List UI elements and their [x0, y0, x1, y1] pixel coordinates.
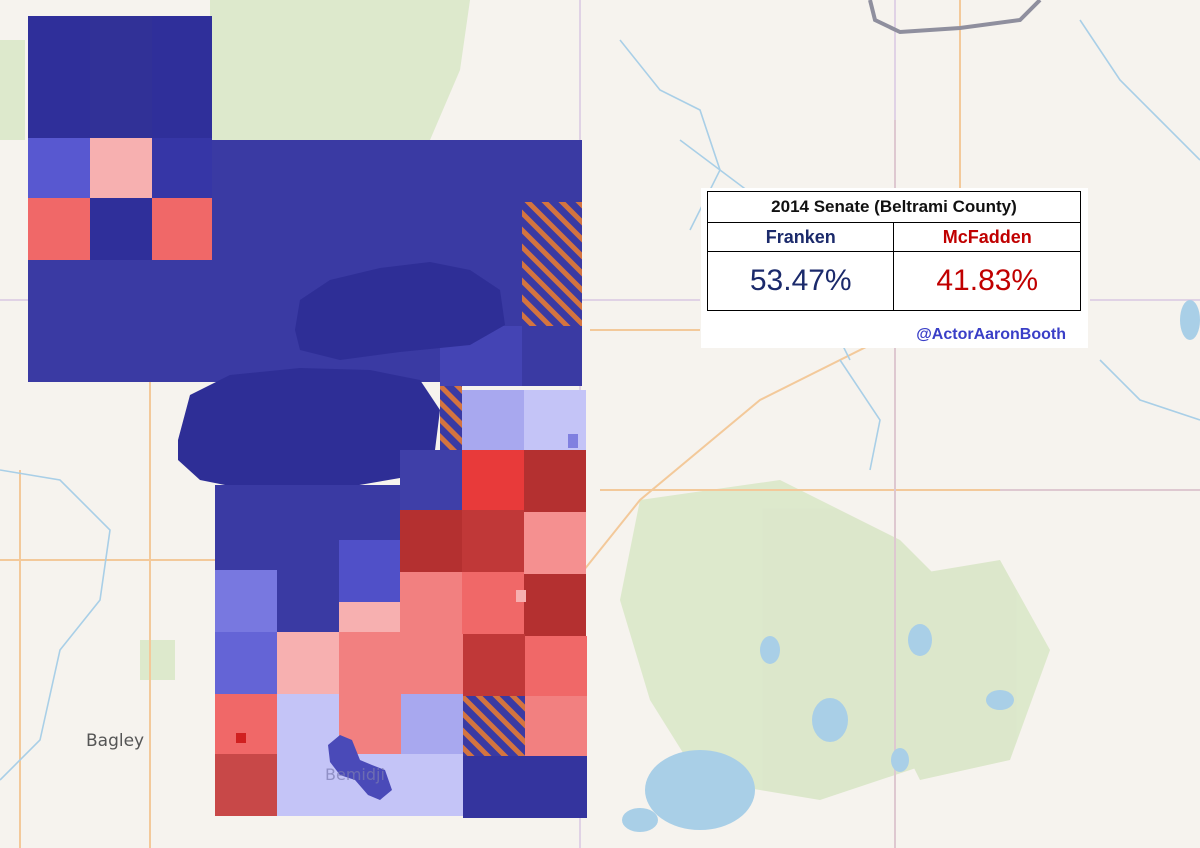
- bemidji-city: [328, 735, 392, 800]
- state-boundary: [868, 0, 1042, 35]
- town-label-bagley: Bagley: [86, 731, 144, 751]
- results-panel: 2014 Senate (Beltrami County) Franken Mc…: [701, 188, 1088, 348]
- candidate-name-franken: Franken: [706, 222, 895, 252]
- forest-areas: [0, 0, 1050, 800]
- lakes: [622, 300, 1200, 832]
- author-credit: @ActorAaronBooth: [916, 326, 1066, 343]
- town-label-bemidji: Bemidji: [325, 765, 385, 784]
- candidate-pct-mcfadden: 41.83%: [893, 251, 1081, 311]
- precincts-south: [215, 386, 587, 818]
- red-lake: [178, 262, 505, 492]
- results-title: 2014 Senate (Beltrami County): [707, 191, 1081, 223]
- candidate-name-mcfadden: McFadden: [893, 222, 1081, 252]
- results-table: 2014 Senate (Beltrami County) Franken Mc…: [706, 191, 1081, 311]
- candidate-pct-franken: 53.47%: [706, 251, 895, 311]
